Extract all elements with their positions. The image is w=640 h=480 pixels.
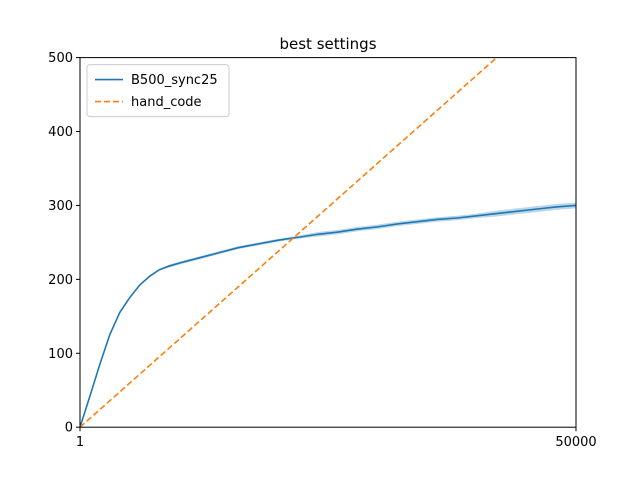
legend-label: hand_code [131,95,202,110]
y-tick-label: 200 [48,273,73,288]
y-tick-label: 100 [48,347,73,362]
series-line-b500-sync25 [80,204,576,428]
axes-frame [79,57,577,428]
legend-box [86,64,230,118]
axis-ticks: 0 100 200 300 400 500 1 50000 [48,51,597,450]
plot-area [80,57,576,428]
y-tick-label: 400 [48,125,73,140]
x-tick-label: 50000 [555,435,596,450]
chart-title: best settings [279,35,376,53]
series-line-hand-code [80,57,498,428]
x-tick-label: 1 [76,435,84,450]
legend-label: B500_sync25 [131,73,218,88]
legend: B500_sync25 hand_code [86,64,230,118]
y-tick-label: 300 [48,199,73,214]
y-tick-label: 500 [48,51,73,66]
y-tick-label: 0 [65,421,73,436]
